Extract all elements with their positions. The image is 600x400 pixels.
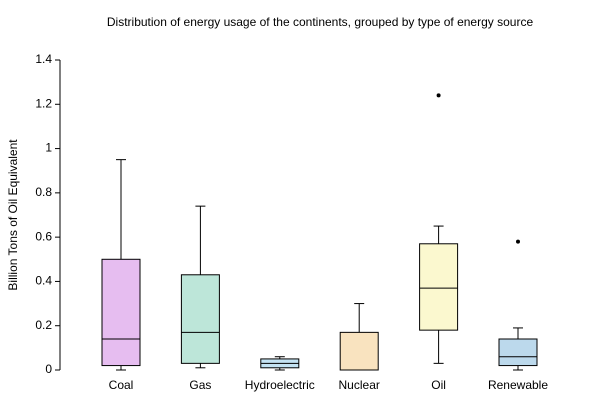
y-tick-label: 1.2 [35,96,52,110]
box [101,258,141,367]
y-tick-label: 0.2 [35,318,52,332]
x-tick-label: Coal [109,378,134,392]
box [498,338,538,367]
outlier [516,239,520,244]
y-axis-label: Billion Tons of Oil Equivalent [6,139,20,291]
y-tick-label: 0 [45,362,52,376]
chart-title: Distribution of energy usage of the cont… [107,15,534,29]
y-tick-label: 0.4 [35,274,52,288]
box [419,243,459,331]
x-tick-label: Nuclear [339,378,380,392]
y-tick-label: 1.4 [35,52,52,66]
y-tick-label: 0.8 [35,185,52,199]
x-tick-label: Gas [189,378,211,392]
x-tick-label: Hydroelectric [245,378,315,392]
x-tick-label: Oil [431,378,446,392]
y-tick-label: 0.6 [35,229,52,243]
x-tick-label: Renewable [488,378,548,392]
box [180,274,220,364]
y-tick-label: 1 [45,141,52,155]
box [339,331,379,371]
outlier [436,93,441,98]
